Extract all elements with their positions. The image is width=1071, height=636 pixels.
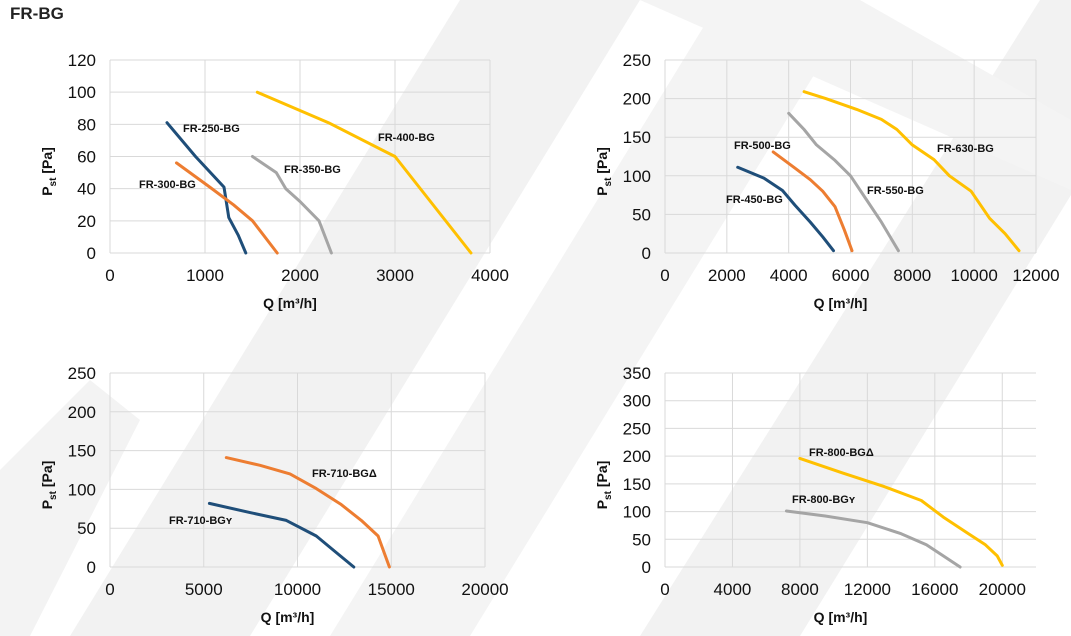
series-line-FR-630-BG — [802, 90, 1021, 253]
x-tick-label: 6000 — [832, 266, 870, 285]
x-tick-label: 10000 — [274, 580, 321, 599]
y-tick-label: 100 — [68, 83, 96, 102]
y-axis-title: Pst [Pa] — [39, 147, 59, 196]
chart-4: 0 50 100 150 200 250 300 350 0 4000 8000 12000 16000… — [594, 364, 1036, 625]
y-axis-title: Pst [Pa] — [594, 147, 614, 196]
series-line-FR-500-BG — [771, 150, 854, 253]
x-axis-title: Q [m³/h] — [814, 609, 868, 625]
y-tick-label: 150 — [623, 128, 651, 147]
x-tick-label: 16000 — [911, 580, 958, 599]
x-tick-label: 20000 — [461, 580, 508, 599]
y-tick-label: 50 — [77, 519, 96, 538]
series-line-FR-800-BGΔ — [798, 456, 1004, 567]
watermark-stripe — [330, 0, 860, 636]
x-axis-title: Q [m³/h] — [263, 295, 317, 311]
series-line-FR-300-BG — [175, 161, 279, 255]
series-label: FR-400-BG — [378, 132, 435, 144]
watermark-stripe — [640, 0, 1071, 636]
x-tick-label: 8000 — [893, 266, 931, 285]
y-tick-label: 0 — [642, 244, 651, 263]
series-label: FR-630-BG — [937, 143, 994, 155]
y-tick-label: 200 — [623, 90, 651, 109]
x-tick-label: 8000 — [781, 580, 819, 599]
x-axis-title: Q [m³/h] — [814, 295, 868, 311]
series-label: FR-250-BG — [183, 123, 240, 135]
y-tick-label: 40 — [77, 180, 96, 199]
x-tick-label: 5000 — [185, 580, 223, 599]
x-tick-label: 0 — [105, 580, 114, 599]
x-tick-label: 0 — [660, 266, 669, 285]
x-tick-label: 12000 — [844, 580, 891, 599]
chart-1: 0 20 40 60 80 100 120 0 1000 2000 3000 4000 Q [m³/h]… — [39, 51, 509, 311]
y-tick-label: 100 — [623, 503, 651, 522]
y-tick-label: 120 — [68, 51, 96, 70]
y-tick-label: 250 — [68, 364, 96, 383]
y-tick-label: 20 — [77, 212, 96, 231]
x-tick-label: 4000 — [770, 266, 808, 285]
series-label: FR-710-BGʏ — [169, 515, 233, 527]
x-tick-label: 4000 — [714, 580, 752, 599]
y-tick-label: 50 — [632, 530, 651, 549]
y-tick-label: 200 — [68, 403, 96, 422]
x-tick-label: 2000 — [281, 266, 319, 285]
series-label: FR-800-BGΔ — [809, 447, 874, 459]
series-label: FR-710-BGΔ — [312, 468, 377, 480]
y-axis-title: Pst [Pa] — [594, 461, 614, 510]
y-tick-label: 50 — [632, 205, 651, 224]
x-tick-label: 0 — [105, 266, 114, 285]
watermark-stripe — [640, 0, 1071, 190]
series-label: FR-550-BG — [867, 185, 924, 197]
x-tick-label: 0 — [660, 580, 669, 599]
y-tick-label: 0 — [642, 558, 651, 577]
series-line-FR-550-BG — [787, 111, 900, 253]
x-tick-label: 2000 — [708, 266, 746, 285]
x-axis-title: Q [m³/h] — [261, 609, 315, 625]
series-line-FR-350-BG — [251, 155, 333, 255]
series-label: FR-450-BG — [726, 194, 783, 206]
x-tick-label: 20000 — [979, 580, 1026, 599]
y-tick-label: 60 — [77, 148, 96, 167]
x-tick-label: 15000 — [368, 580, 415, 599]
series-line-FR-250-BG — [165, 121, 248, 255]
y-tick-label: 100 — [68, 480, 96, 499]
y-tick-label: 200 — [623, 447, 651, 466]
chart-2: 0 50 100 150 200 250 0 2000 4000 6000 8000 10000 120… — [594, 51, 1060, 311]
series-line-FR-710-BGΔ — [224, 456, 391, 569]
y-tick-label: 0 — [87, 244, 96, 263]
series-label: FR-350-BG — [284, 164, 341, 176]
y-tick-label: 250 — [623, 419, 651, 438]
y-tick-label: 150 — [68, 442, 96, 461]
x-tick-label: 1000 — [186, 266, 224, 285]
y-tick-label: 300 — [623, 392, 651, 411]
y-tick-label: 80 — [77, 115, 96, 134]
y-tick-label: 350 — [623, 364, 651, 383]
y-tick-label: 0 — [87, 558, 96, 577]
series-line-FR-400-BG — [255, 90, 473, 255]
page-title: FR-BG — [10, 4, 64, 23]
x-tick-label: 3000 — [376, 266, 414, 285]
series-line-FR-710-BGʏ — [207, 501, 356, 569]
series-label: FR-500-BG — [734, 140, 791, 152]
y-axis-title: Pst [Pa] — [39, 461, 59, 510]
series-label: FR-300-BG — [139, 179, 196, 191]
y-tick-label: 100 — [623, 167, 651, 186]
series-line-FR-800-BGʏ — [784, 509, 962, 569]
series-line-FR-450-BG — [736, 165, 835, 253]
watermark-stripe — [0, 380, 140, 636]
x-tick-label: 4000 — [471, 266, 509, 285]
x-tick-label: 12000 — [1012, 266, 1059, 285]
y-tick-label: 150 — [623, 475, 651, 494]
y-tick-label: 250 — [623, 51, 651, 70]
chart-3: 0 50 100 150 200 250 0 5000 10000 15000 20000 Q [m³… — [39, 364, 509, 625]
x-tick-label: 10000 — [951, 266, 998, 285]
series-label: FR-800-BGʏ — [792, 494, 856, 506]
watermark-stripe — [70, 0, 640, 636]
